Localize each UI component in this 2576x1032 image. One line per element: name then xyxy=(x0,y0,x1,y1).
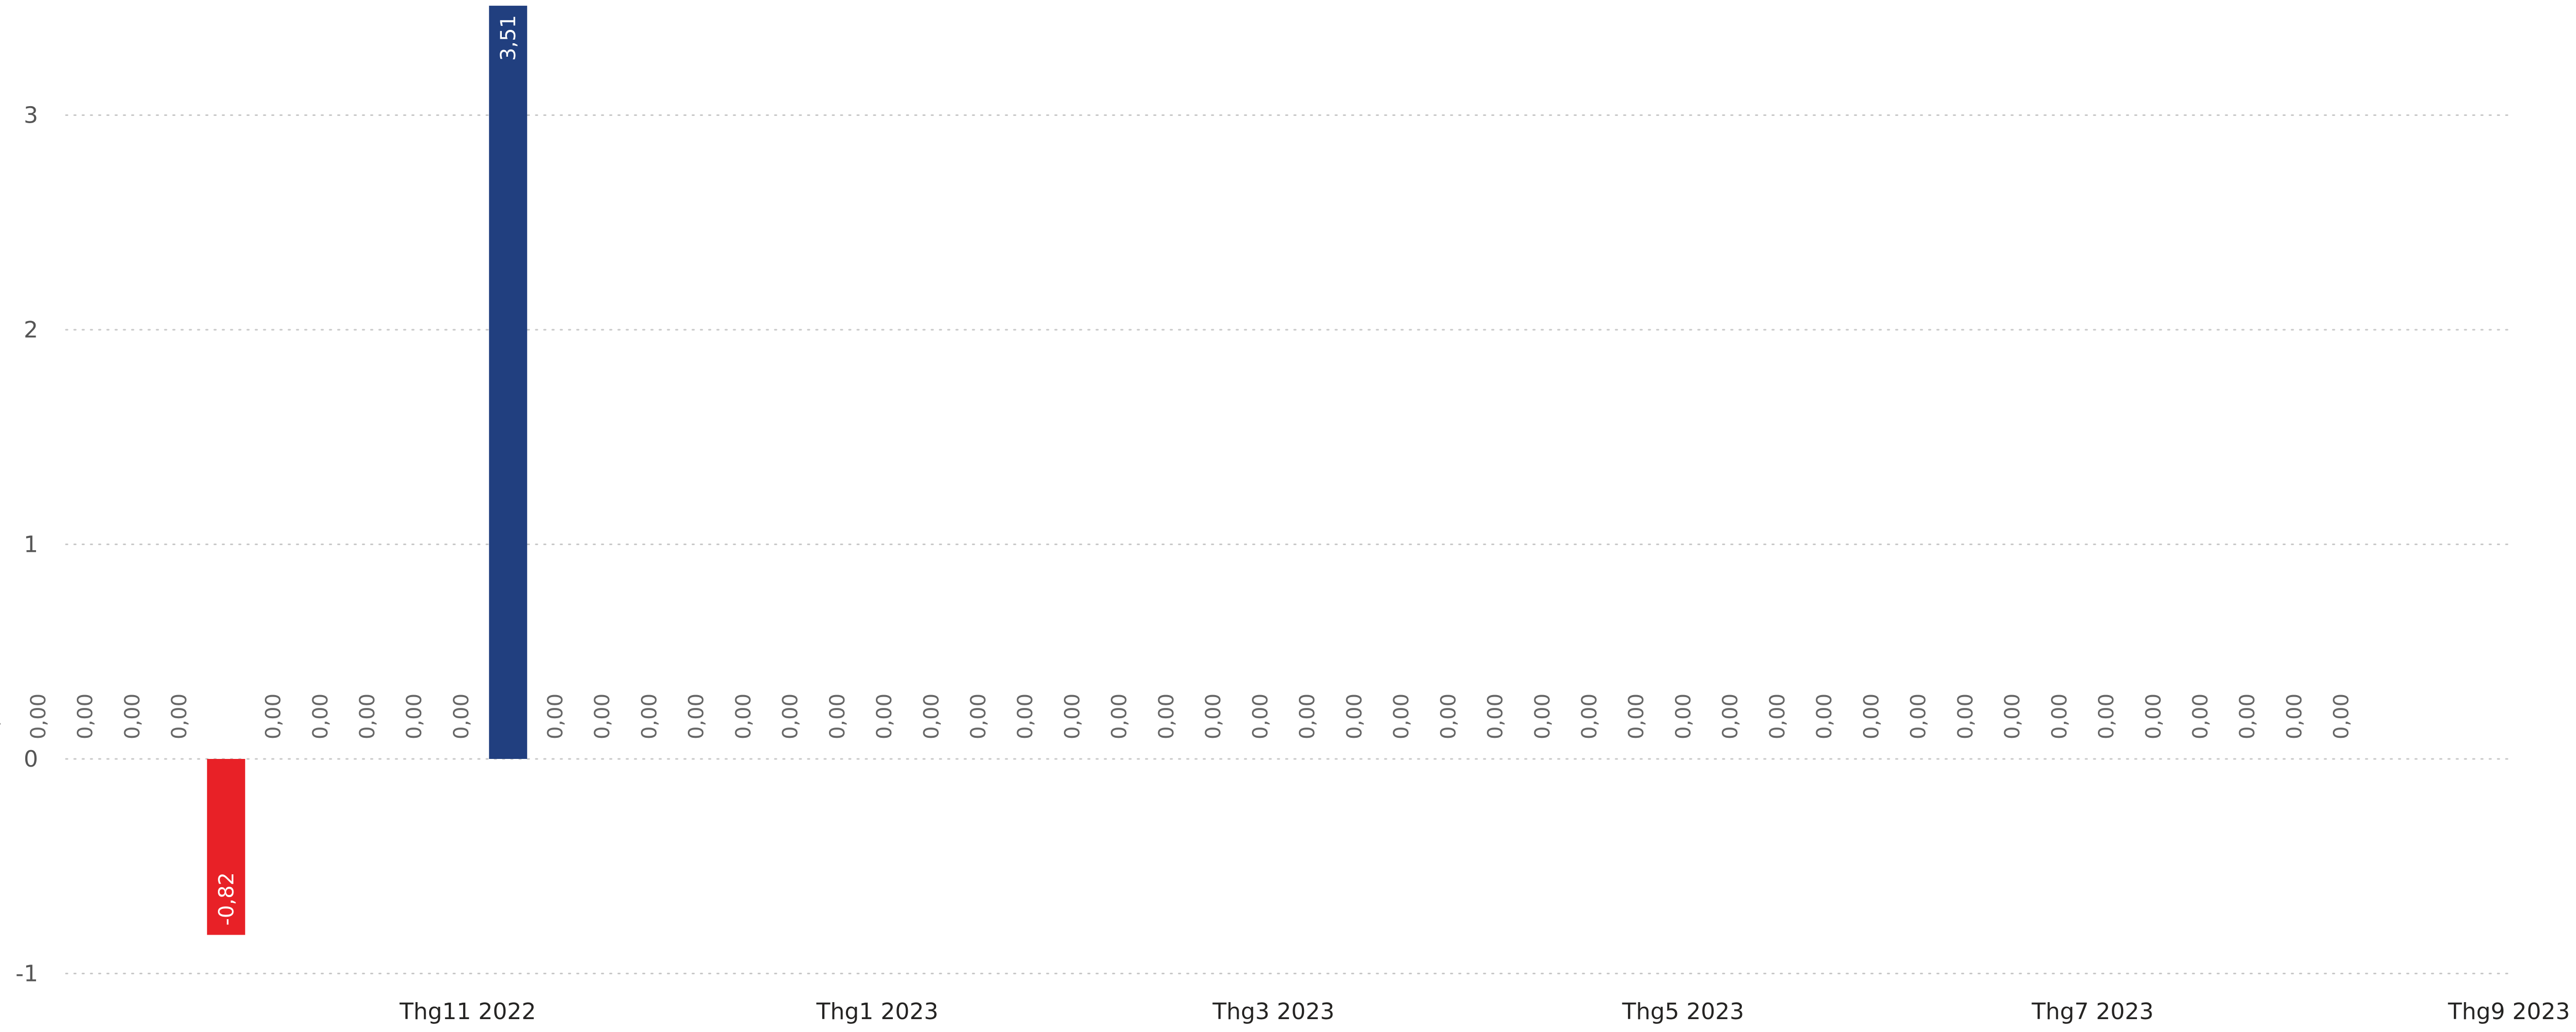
x-tick-label: Thg7 2023 xyxy=(2031,999,2154,1025)
data-label: 0,00 xyxy=(1202,693,1226,739)
data-label: 0,00 xyxy=(262,693,285,739)
y-tick-label: 3 xyxy=(24,103,38,129)
x-tick-label: Thg9 2023 xyxy=(2448,999,2570,1025)
data-label: 3,51 xyxy=(497,15,520,61)
data-label: 0,00 xyxy=(920,693,943,739)
data-label: 0,00 xyxy=(826,693,850,739)
y-tick-label: 1 xyxy=(24,532,38,558)
data-label: 0,00 xyxy=(873,693,896,739)
data-label: 0,00 xyxy=(1014,693,1038,739)
data-label: 0,00 xyxy=(309,693,332,739)
data-label: 0,00 xyxy=(1719,693,1742,739)
x-tick-label: Thg5 2023 xyxy=(1622,999,1744,1025)
bars xyxy=(207,6,528,935)
data-label: 0,00 xyxy=(1390,693,1414,739)
bar xyxy=(489,6,528,759)
data-label: 0,00 xyxy=(74,693,97,739)
data-label: 0,00 xyxy=(1155,693,1178,739)
data-label: 0,00 xyxy=(1954,693,1977,739)
data-label: 0,00 xyxy=(2095,693,2119,739)
data-label: 0,00 xyxy=(450,693,473,739)
data-label: 0,00 xyxy=(732,693,755,739)
data-label: 0,00 xyxy=(1625,693,1649,739)
data-label: 0,00 xyxy=(1578,693,1601,739)
x-axis: Thg11 2022 Thg1 2023 Thg3 2023 Thg5 2023 Thg… xyxy=(399,999,2570,1025)
data-label: 0,00 xyxy=(1108,693,1131,739)
data-label: 0,00 xyxy=(967,693,991,739)
data-label: 0,00 xyxy=(1296,693,1319,739)
data-label: 0,00 xyxy=(121,693,144,739)
data-label: 0,00 xyxy=(1907,693,1930,739)
data-label: 0,00 xyxy=(1531,693,1554,739)
data-label: 0,00 xyxy=(1766,693,1789,739)
data-label: 0,00 xyxy=(0,693,4,739)
data-label: 0,00 xyxy=(168,693,192,739)
data-labels: 0,00 0,00 0,00 0,00 0,00 0,00 0,00 0,00 -0,82 0,0… xyxy=(0,15,2353,925)
data-label: -0,82 xyxy=(215,872,239,926)
x-tick-label: Thg11 2022 xyxy=(399,999,536,1025)
y-tick-label: 0 xyxy=(24,746,38,772)
data-label: 0,00 xyxy=(779,693,803,739)
data-label: 0,00 xyxy=(1061,693,1084,739)
y-tick-label: -1 xyxy=(15,961,38,987)
data-label: 0,00 xyxy=(544,693,567,739)
data-label: 0,00 xyxy=(591,693,615,739)
data-label: 0,00 xyxy=(403,693,427,739)
data-label: 0,00 xyxy=(356,693,380,739)
y-tick-label: 2 xyxy=(24,317,38,343)
data-label: 0,00 xyxy=(2048,693,2072,739)
y-axis: -1 0 1 2 3 xyxy=(15,103,38,987)
data-label: 0,00 xyxy=(1813,693,1837,739)
data-label: 0,00 xyxy=(1249,693,1273,739)
data-label: 0,00 xyxy=(2330,693,2353,739)
data-label: 0,00 xyxy=(2189,693,2212,739)
data-label: 0,00 xyxy=(2142,693,2165,739)
bar xyxy=(207,759,245,935)
data-label: 0,00 xyxy=(1343,693,1366,739)
gridlines xyxy=(65,114,2510,974)
data-label: 0,00 xyxy=(2283,693,2307,739)
data-label: 0,00 xyxy=(1672,693,1696,739)
data-label: 0,00 xyxy=(638,693,662,739)
data-label: 0,00 xyxy=(27,693,50,739)
x-tick-label: Thg1 2023 xyxy=(816,999,939,1025)
data-label: 0,00 xyxy=(1437,693,1461,739)
x-tick-label: Thg3 2023 xyxy=(1212,999,1335,1025)
data-label: 0,00 xyxy=(1860,693,1884,739)
data-label: 0,00 xyxy=(2001,693,2025,739)
data-label: 0,00 xyxy=(685,693,708,739)
data-label: 0,00 xyxy=(1484,693,1507,739)
data-label: 0,00 xyxy=(2236,693,2260,739)
